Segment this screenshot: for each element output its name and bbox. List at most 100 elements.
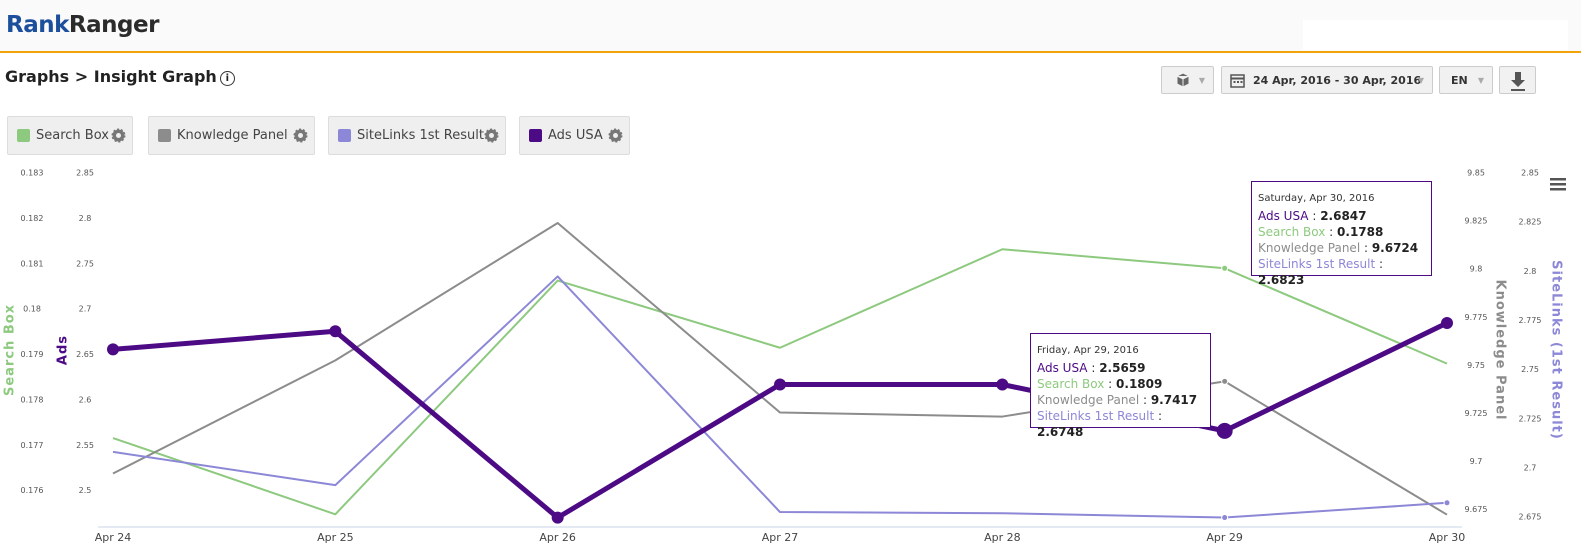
y-tick-label: 0.18: [23, 305, 41, 314]
y-tick-label: 2.7: [1524, 464, 1537, 473]
tooltip-date: Friday, Apr 29, 2016: [1037, 345, 1139, 356]
legend-label: Search Box: [36, 128, 109, 143]
y-tick-label: 2.5: [79, 486, 92, 495]
legend-label: SiteLinks 1st Result: [357, 128, 484, 143]
y-tick-label: 0.176: [21, 486, 44, 495]
legend-swatch: [158, 129, 171, 142]
series-line: [112, 320, 1449, 521]
breadcrumb: Graphs > Insight Graph i: [5, 67, 235, 86]
gear-hole: [298, 133, 303, 138]
download-icon: [1511, 72, 1525, 91]
tooltip-value: 9.6724: [1371, 241, 1419, 255]
tooltip-value: 2.6748: [1037, 425, 1084, 439]
gear-hole: [116, 133, 121, 138]
point: [996, 378, 1009, 391]
tooltip-row: Search Box0.1809: [1037, 376, 1204, 392]
y-tick-label: 2.6: [79, 395, 92, 404]
gear-icon[interactable]: [293, 128, 308, 143]
point: [1216, 422, 1233, 439]
point: [1221, 264, 1229, 272]
point: [1441, 317, 1453, 330]
tooltip-series: SiteLinks 1st Result: [1258, 257, 1383, 271]
date-picker[interactable]: 24 Apr, 2016 - 30 Apr, 2016 ▼: [1221, 66, 1433, 94]
info-icon[interactable]: i: [219, 71, 235, 86]
gear-hole: [489, 133, 494, 138]
y-tick-label: 2.85: [76, 169, 94, 178]
y-tick-label: 2.75: [76, 259, 94, 268]
tooltip-row: SiteLinks 1st Result 2.6748: [1037, 408, 1204, 440]
x-tick-label: Apr 30: [1429, 531, 1466, 544]
y-tick-label: 9.725: [1465, 409, 1488, 418]
legend-swatch: [338, 129, 351, 142]
legend-item[interactable]: Knowledge Panel: [148, 116, 315, 155]
y-tick-label: 0.177: [21, 441, 44, 450]
tooltip: Friday, Apr 29, 2016 Ads USA2.5659Search …: [1030, 333, 1211, 439]
y-tick-label: 2.8: [1524, 267, 1537, 276]
logo[interactable]: RankRanger: [6, 12, 159, 38]
legend-label: Ads USA: [548, 128, 603, 143]
calendar-icon: [1230, 74, 1245, 88]
point: [1221, 377, 1229, 385]
language: EN: [1451, 74, 1468, 87]
legend-swatch: [529, 129, 542, 142]
tooltip-row: Ads USA2.6847: [1258, 208, 1425, 224]
axis-title: Search Box: [3, 304, 18, 396]
tooltip-row: Ads USA2.5659: [1037, 360, 1204, 376]
x-tick-label: Apr 24: [95, 531, 132, 544]
y-tick-label: 0.181: [21, 259, 44, 268]
y-tick-label: 2.75: [1521, 365, 1539, 374]
legend-label: Knowledge Panel: [177, 128, 288, 143]
point: [551, 511, 564, 524]
x-tick-label: Apr 26: [539, 531, 576, 544]
y-tick-label: 9.775: [1465, 313, 1488, 322]
y-tick-label: 2.55: [76, 441, 94, 450]
tooltip-row: Search Box0.1788: [1258, 224, 1425, 240]
tooltip-series: Search Box: [1037, 377, 1116, 391]
tooltip-value: 0.1788: [1337, 225, 1384, 239]
series-line: [112, 222, 1448, 516]
cube-icon: [1176, 72, 1190, 88]
tooltip-row: Knowledge Panel9.7417: [1037, 392, 1204, 408]
breadcrumb-text: Graphs > Insight Graph: [5, 67, 217, 86]
gear-icon[interactable]: [111, 128, 126, 143]
y-tick-label: 2.85: [1521, 169, 1539, 178]
x-tick-label: Apr 25: [317, 531, 354, 544]
tooltip-series: Ads USA: [1037, 361, 1099, 375]
point: [774, 378, 786, 391]
tooltip-series: SiteLinks 1st Result: [1037, 409, 1162, 423]
legend-item[interactable]: SiteLinks 1st Result: [328, 116, 506, 155]
y-tick-label: 9.85: [1467, 169, 1485, 178]
gear-icon[interactable]: [608, 128, 623, 143]
gear-icon[interactable]: [484, 128, 499, 143]
y-tick-label: 2.65: [76, 350, 94, 359]
axis-title: SiteLinks (1st Result): [1549, 260, 1564, 440]
y-tick-label: 0.178: [21, 395, 44, 404]
gear-hole: [613, 133, 618, 138]
point: [107, 343, 119, 356]
header-box: [1303, 20, 1568, 50]
point: [1443, 499, 1451, 507]
y-tick-label: 2.725: [1519, 414, 1542, 423]
download-button[interactable]: [1499, 66, 1536, 94]
y-tick-label: 9.825: [1465, 217, 1488, 226]
x-tick-label: Apr 28: [984, 531, 1021, 544]
tooltip-value: 0.1809: [1116, 377, 1163, 391]
axis-title: Knowledge Panel: [1493, 280, 1508, 421]
header: RankRanger: [0, 0, 1581, 53]
tooltip-series: Knowledge Panel: [1258, 241, 1372, 255]
legend-item[interactable]: Search Box: [7, 116, 133, 155]
y-tick-label: 9.8: [1470, 265, 1483, 274]
x-tick-label: Apr 27: [762, 531, 799, 544]
y-tick-label: 2.775: [1519, 316, 1542, 325]
series-line: [112, 275, 1448, 519]
menu-icon[interactable]: [1550, 178, 1566, 191]
legend-item[interactable]: Ads USA: [519, 116, 630, 155]
y-tick-label: 2.825: [1519, 218, 1542, 227]
tooltip-date: Saturday, Apr 30, 2016: [1258, 193, 1375, 204]
y-tick-label: 2.675: [1519, 513, 1542, 522]
language-select[interactable]: EN ▼: [1439, 66, 1493, 94]
tooltip-series: Search Box: [1258, 225, 1337, 239]
export-button[interactable]: ▼: [1161, 66, 1214, 94]
